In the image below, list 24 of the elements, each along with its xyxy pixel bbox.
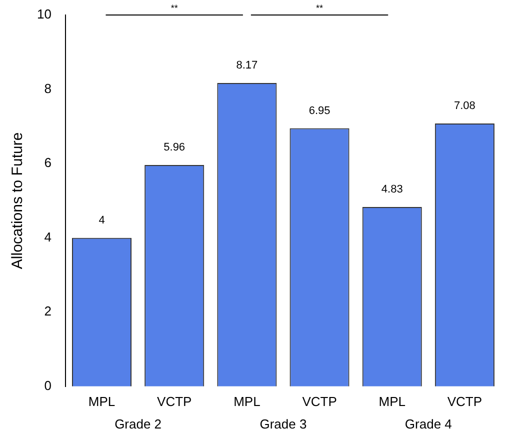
x-tick-label: MPL (378, 394, 406, 409)
text: Grade 3 (260, 416, 307, 432)
x-tick-label: VCTP (447, 394, 482, 409)
x-tick-label: VCTP (157, 394, 192, 409)
data-label: 5.96 (164, 142, 186, 154)
y-tick-label: 8 (44, 80, 52, 96)
x-tick-label: VCTP (302, 394, 337, 409)
data-label: 8.17 (236, 59, 258, 72)
data-label: 6.95 (308, 104, 330, 117)
text: Grade 2 (114, 416, 162, 432)
x-tick-label: MPL (88, 394, 116, 409)
y-tick-label: 0 (44, 378, 52, 393)
y-axis-title: Allocations to Future (9, 132, 26, 270)
data-label: 7.08 (454, 100, 476, 112)
text: ** (170, 2, 178, 13)
y-tick-label: 10 (36, 6, 52, 22)
data-label: 4.83 (381, 184, 403, 196)
y-tick-label: 4 (44, 229, 52, 244)
x-tick-label: MPL (234, 394, 260, 409)
y-tick-label: 6 (44, 155, 52, 170)
data-label: 4 (98, 214, 105, 226)
text: ** (316, 2, 324, 13)
text: Grade 4 (404, 416, 452, 432)
y-tick-label: 2 (44, 304, 52, 319)
